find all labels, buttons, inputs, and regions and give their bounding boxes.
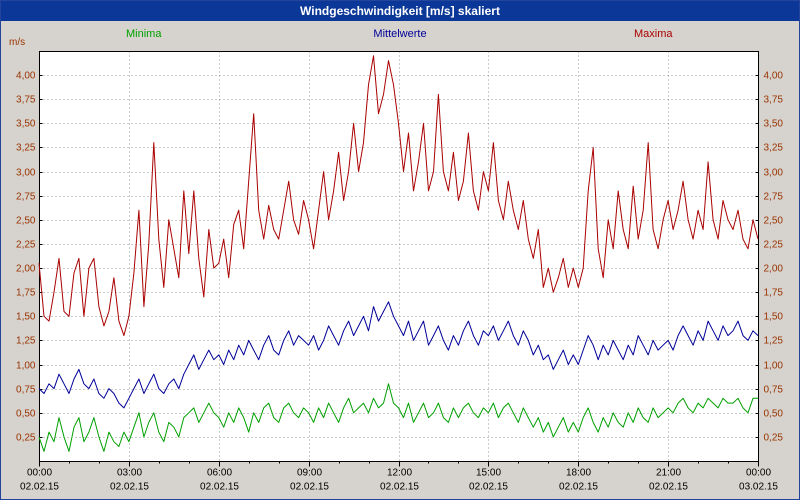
y-tick-label-right: 1,75 xyxy=(764,288,784,299)
series-line-minima xyxy=(38,383,758,452)
grid-and-axes: 0,25 0,25 0,50 0,50 0,75 0,75 1,00 1,00 1,25 1,25… xyxy=(16,51,784,493)
y-tick-label-left: 2,25 xyxy=(16,240,36,251)
x-tick-label: 18:00 xyxy=(566,468,591,479)
y-tick-label-right: 3,50 xyxy=(764,119,784,130)
y-tick-label-left: 0,25 xyxy=(16,433,36,444)
y-tick-label-right: 1,00 xyxy=(764,361,784,372)
x-tick-label: 09:00 xyxy=(297,468,322,479)
x-date-label: 02.02.15 xyxy=(20,482,59,493)
y-tick-label-left: 1,50 xyxy=(16,312,36,323)
y-tick-label-right: 2,25 xyxy=(764,240,784,251)
y-tick-label-left: 0,50 xyxy=(16,409,36,420)
x-date-label: 03.02.15 xyxy=(739,482,778,493)
series-line-mittelwerte xyxy=(38,301,759,409)
y-tick-label-right: 1,25 xyxy=(764,336,784,347)
x-date-label: 02.02.15 xyxy=(290,482,329,493)
x-date-label: 02.02.15 xyxy=(110,482,149,493)
y-tick-label-left: 0,75 xyxy=(16,385,36,396)
y-tick-label-right: 1,50 xyxy=(764,312,784,323)
x-tick-label: 15:00 xyxy=(476,468,501,479)
y-tick-label-right: 2,50 xyxy=(764,216,784,227)
x-tick-label: 00:00 xyxy=(746,468,771,479)
y-axis-unit-label: m/s xyxy=(9,37,26,48)
legend-mittelwerte: Mittelwerte xyxy=(373,28,427,40)
window-title-bar: Windgeschwindigkeit [m/s] skaliert xyxy=(1,1,799,21)
plot-background xyxy=(39,51,758,461)
x-date-label: 02.02.15 xyxy=(559,482,598,493)
y-tick-label-left: 4,00 xyxy=(16,71,36,82)
x-tick-label: 00:00 xyxy=(27,468,52,479)
y-tick-label-right: 3,25 xyxy=(764,143,784,154)
x-tick-label: 21:00 xyxy=(656,468,681,479)
window-title: Windgeschwindigkeit [m/s] skaliert xyxy=(300,4,500,18)
y-tick-label-left: 1,75 xyxy=(16,288,36,299)
y-tick-label-left: 3,75 xyxy=(16,95,36,106)
x-tick-label: 06:00 xyxy=(207,468,232,479)
plot-border xyxy=(39,51,759,462)
y-tick-label-right: 3,75 xyxy=(764,95,784,106)
y-tick-label-left: 3,50 xyxy=(16,119,36,130)
y-tick-label-left: 2,00 xyxy=(16,264,36,275)
x-date-label: 02.02.15 xyxy=(380,482,419,493)
x-date-label: 02.02.15 xyxy=(469,482,508,493)
y-tick-label-right: 2,00 xyxy=(764,264,784,275)
x-tick-label: 12:00 xyxy=(387,468,412,479)
series-line-maxima xyxy=(38,55,759,337)
chart-svg: 0,25 0,25 0,50 0,50 0,75 0,75 1,00 1,00 1,25 1,25… xyxy=(16,51,784,493)
y-tick-label-left: 1,25 xyxy=(16,336,36,347)
legend-minima: Minima xyxy=(126,28,162,40)
y-tick-label-right: 0,50 xyxy=(764,409,784,420)
y-tick-label-right: 3,00 xyxy=(764,168,784,179)
y-tick-label-right: 0,75 xyxy=(764,385,784,396)
y-tick-label-right: 0,25 xyxy=(764,433,784,444)
y-tick-label-right: 2,75 xyxy=(764,192,784,203)
x-date-label: 02.02.15 xyxy=(200,482,239,493)
y-tick-label-left: 3,00 xyxy=(16,168,36,179)
x-date-label: 02.02.15 xyxy=(649,482,688,493)
y-tick-label-left: 1,00 xyxy=(16,361,36,372)
y-tick-label-left: 3,25 xyxy=(16,143,36,154)
y-tick-label-left: 2,75 xyxy=(16,192,36,203)
legend-maxima: Maxima xyxy=(634,28,673,40)
x-tick-label: 03:00 xyxy=(117,468,142,479)
y-tick-label-right: 4,00 xyxy=(764,71,784,82)
y-tick-label-left: 2,50 xyxy=(16,216,36,227)
